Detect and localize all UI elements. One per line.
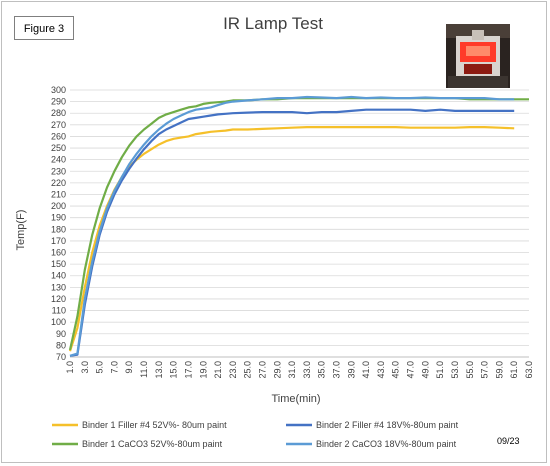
x-tick-label: 15.0 (169, 361, 179, 379)
y-tick-label: 140 (51, 271, 66, 281)
y-tick-label: 160 (51, 248, 66, 258)
x-tick-label: 25.0 (243, 361, 253, 379)
gridlines (70, 89, 529, 358)
legend: Binder 1 Filler #4 52V%- 80um paint Binde… (52, 420, 459, 449)
series-line-2 (69, 108, 515, 357)
series-lines (68, 95, 529, 357)
legend-entry: Binder 1 CaCO3 52V%-80um paint (82, 439, 223, 449)
x-tick-label: 19.0 (198, 361, 208, 379)
x-tick-label: 33.0 (302, 361, 312, 379)
date-stamp: 09/23 (497, 436, 520, 446)
legend-entry: Binder 1 Filler #4 52V%- 80um paint (82, 420, 227, 430)
x-tick-label: 51.0 (435, 361, 445, 379)
y-tick-label: 180 (51, 224, 66, 234)
x-tick-label: 47.0 (406, 361, 416, 379)
y-tick-label: 290 (51, 97, 66, 107)
x-tick-label: 49.0 (420, 361, 430, 379)
y-tick-label: 280 (51, 108, 66, 118)
x-tick-label: 41.0 (361, 361, 371, 379)
x-tick-label: 43.0 (376, 361, 386, 379)
x-tick-label: 27.0 (257, 361, 267, 379)
x-tick-label: 1.0 (65, 361, 75, 374)
x-axis-title: Time(min) (271, 393, 320, 405)
series-line-3 (68, 96, 529, 351)
y-tick-label: 130 (51, 282, 66, 292)
y-tick-label: 200 (51, 201, 66, 211)
x-tick-label: 45.0 (391, 361, 401, 379)
y-tick-label: 190 (51, 213, 66, 223)
y-tick-label: 90 (56, 329, 66, 339)
x-tick-label: 11.0 (139, 361, 149, 378)
x-tick-label: 13.0 (154, 361, 164, 379)
x-tick-label: 61.0 (509, 361, 519, 379)
x-tick-label: 5.0 (95, 361, 105, 374)
x-tick-label: 37.0 (332, 361, 342, 379)
legend-entry: Binder 2 Filler #4 18V%-80um paint (316, 420, 459, 430)
y-tick-label: 110 (52, 306, 66, 316)
y-tick-label: 250 (51, 143, 66, 153)
x-tick-label: 55.0 (465, 361, 475, 379)
y-tick-label: 210 (51, 189, 66, 199)
y-tick-label: 120 (51, 294, 66, 304)
x-tick-label: 17.0 (183, 361, 193, 379)
y-tick-label: 70 (56, 352, 66, 362)
x-tick-label: 39.0 (346, 361, 356, 379)
y-tick-label: 240 (51, 155, 66, 165)
x-tick-label: 63.0 (524, 361, 534, 379)
y-tick-label: 150 (51, 259, 66, 269)
x-tick-label: 23.0 (228, 361, 238, 379)
chart-title: IR Lamp Test (223, 14, 323, 33)
x-tick-label: 31.0 (287, 361, 297, 379)
x-tick-label: 35.0 (317, 361, 327, 379)
x-tick-label: 3.0 (80, 361, 90, 374)
x-tick-label: 57.0 (480, 361, 490, 379)
y-tick-label: 270 (51, 120, 66, 130)
x-tick-label: 59.0 (494, 361, 504, 379)
x-tick-label: 29.0 (272, 361, 282, 379)
legend-entry: Binder 2 CaCO3 18V%-80um paint (316, 439, 457, 449)
x-tick-label: 53.0 (450, 361, 460, 379)
x-tick-label: 7.0 (109, 361, 119, 374)
series-line-4 (69, 95, 515, 357)
x-tick-label: 9.0 (124, 361, 134, 374)
y-tick-label: 170 (51, 236, 66, 246)
y-tick-label: 80 (56, 340, 66, 350)
y-tick-label: 100 (51, 317, 66, 327)
y-tick-label: 230 (51, 166, 66, 176)
ir-lamp-photo (446, 24, 510, 88)
y-axis-title: Temp(F) (15, 210, 27, 251)
y-tick-label: 300 (51, 85, 66, 95)
x-tick-label: 21.0 (213, 361, 223, 379)
series-line-1 (68, 125, 515, 352)
y-tick-label: 260 (51, 131, 66, 141)
figure-label: Figure 3 (14, 16, 74, 40)
y-tick-label: 220 (51, 178, 66, 188)
